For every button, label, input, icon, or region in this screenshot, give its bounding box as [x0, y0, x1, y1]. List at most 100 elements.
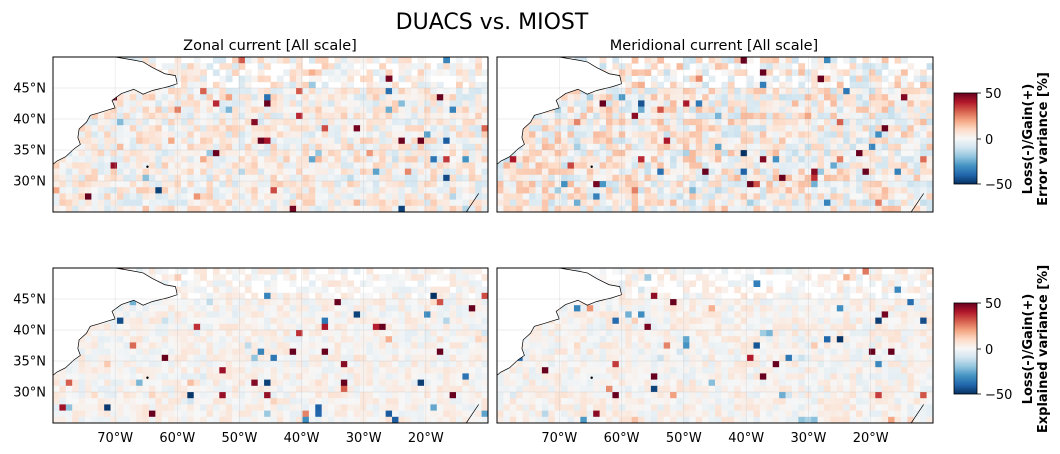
heatmap-cell — [129, 137, 137, 145]
heatmap-cell — [187, 348, 195, 356]
heatmap-cell — [663, 156, 671, 163]
heatmap-cell — [430, 342, 438, 349]
heatmap-cell — [509, 187, 517, 194]
heatmap-cell — [811, 131, 818, 138]
heatmap-cell — [593, 88, 600, 95]
heatmap-cell — [392, 150, 399, 157]
heatmap-cell — [219, 385, 227, 393]
heatmap-cell — [747, 286, 754, 294]
heatmap-cell — [123, 373, 131, 380]
heatmap-cell — [270, 125, 278, 132]
heatmap-cell — [747, 57, 754, 64]
heatmap-cell — [238, 143, 246, 151]
heatmap-cell — [417, 367, 425, 374]
heatmap-cell — [456, 274, 463, 281]
heatmap-cell — [129, 143, 137, 151]
heatmap-cell — [129, 385, 137, 393]
heatmap-cell — [219, 193, 227, 200]
heatmap-cell — [180, 299, 188, 306]
heatmap-cell — [372, 361, 380, 368]
heatmap-cell — [136, 193, 143, 200]
heatmap-cell — [424, 398, 431, 405]
heatmap-cell — [926, 131, 933, 138]
heatmap-cell — [894, 205, 902, 212]
heatmap-cell — [509, 168, 517, 176]
heatmap-cell — [747, 143, 754, 151]
heatmap-cell — [791, 137, 799, 145]
heatmap-cell — [475, 398, 483, 405]
heatmap-cell — [206, 187, 214, 194]
heatmap-cell — [206, 398, 214, 405]
heatmap-cell — [302, 268, 310, 275]
heatmap-cell — [308, 57, 316, 64]
heatmap-cell — [926, 205, 933, 212]
heatmap-cell — [180, 354, 188, 362]
heatmap-cell — [340, 63, 348, 70]
heatmap-cell — [606, 193, 613, 200]
heatmap-cell — [232, 398, 239, 405]
heatmap-cell — [779, 131, 786, 138]
heatmap-cell — [657, 57, 665, 64]
heatmap-cell — [417, 286, 425, 294]
heatmap-cell — [315, 416, 323, 423]
heatmap-cell — [436, 330, 444, 337]
heatmap-cell — [567, 162, 575, 169]
heatmap-cell — [193, 112, 201, 120]
heatmap-cell — [625, 106, 633, 114]
heatmap-cell — [638, 137, 645, 145]
heatmap-cell — [411, 193, 419, 200]
heatmap-cell — [888, 81, 895, 89]
heatmap-cell — [443, 100, 451, 107]
heatmap-cell — [913, 119, 921, 126]
heatmap-cell — [740, 57, 748, 64]
heatmap-cell — [257, 323, 265, 331]
heatmap-cell — [334, 280, 342, 287]
heatmap-cell — [456, 336, 463, 343]
heatmap-cell — [212, 373, 220, 380]
heatmap-cell — [824, 205, 831, 212]
heatmap-cell — [308, 131, 316, 138]
heatmap-cell — [522, 168, 530, 176]
heatmap-cell — [920, 112, 927, 120]
heatmap-cell — [334, 268, 342, 275]
heatmap-cell — [424, 404, 431, 411]
heatmap-cell — [212, 311, 220, 318]
heatmap-cell — [232, 348, 239, 356]
heatmap-cell — [644, 150, 652, 157]
heatmap-cell — [225, 330, 233, 337]
heatmap-cell — [219, 342, 227, 349]
heatmap-cell — [759, 63, 767, 70]
heatmap-cell — [670, 181, 677, 188]
heatmap-cell — [631, 280, 639, 287]
heatmap-cell — [328, 373, 335, 380]
heatmap-cell — [824, 199, 831, 207]
heatmap-cell — [875, 268, 883, 275]
heatmap-cell — [740, 205, 748, 212]
heatmap-cell — [321, 385, 329, 393]
heatmap-cell — [385, 410, 393, 418]
heatmap-cell — [155, 342, 163, 349]
heatmap-cell — [554, 137, 562, 145]
heatmap-cell — [830, 94, 838, 101]
heatmap-cell — [481, 112, 488, 120]
heatmap-cell — [398, 106, 406, 114]
heatmap-cell — [456, 404, 463, 411]
heatmap-cell — [84, 150, 92, 157]
heatmap-cell — [289, 143, 297, 151]
heatmap-cell — [436, 416, 444, 423]
heatmap-cell — [116, 150, 124, 157]
heatmap-cell — [721, 187, 729, 194]
heatmap-cell — [481, 286, 488, 294]
heatmap-cell — [747, 205, 754, 212]
heatmap-cell — [798, 69, 806, 76]
heatmap-cell — [580, 131, 588, 138]
heatmap-cell — [283, 379, 291, 387]
heatmap-cell — [541, 205, 549, 212]
heatmap-cell — [856, 205, 863, 212]
heatmap-cell — [257, 268, 265, 275]
heatmap-cell — [289, 181, 297, 188]
heatmap-cell — [548, 112, 556, 120]
heatmap-cell — [379, 305, 387, 312]
heatmap-cell — [315, 292, 323, 300]
heatmap-cell — [567, 100, 575, 107]
